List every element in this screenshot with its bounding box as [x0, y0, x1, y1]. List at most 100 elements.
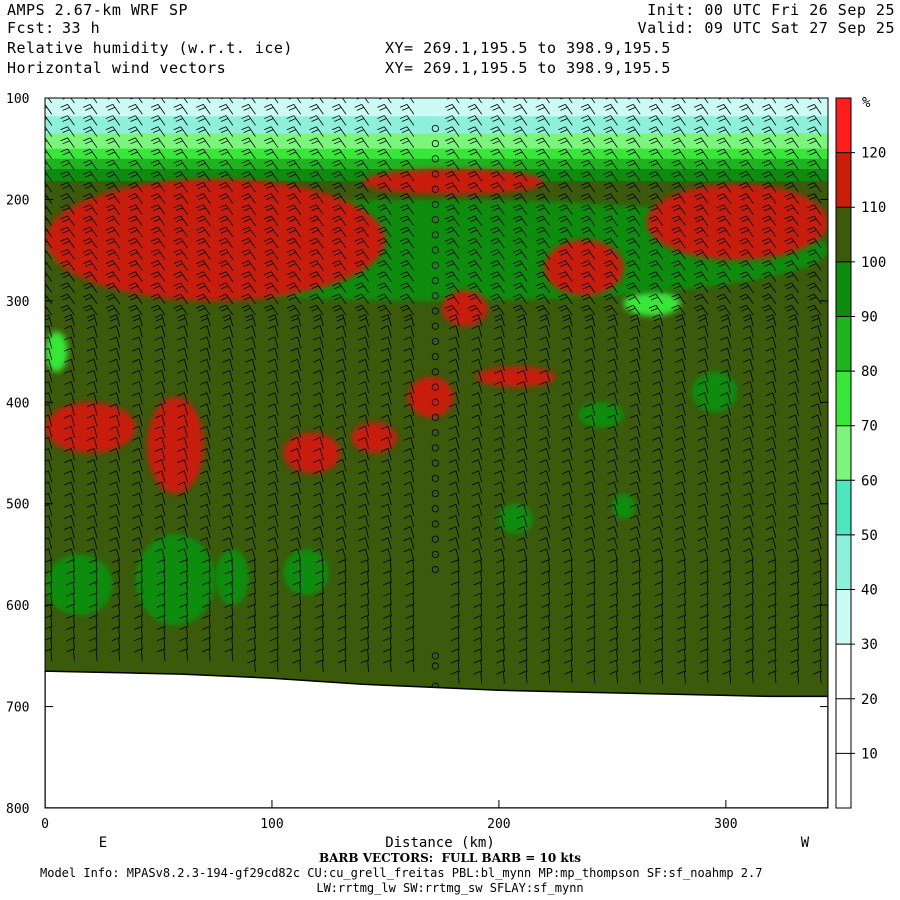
wind-barb-428 — [222, 314, 234, 327]
wind-barb-879 — [445, 137, 460, 148]
rh-dry-region-4 — [45, 554, 114, 616]
wind-barb-213 — [128, 193, 143, 204]
wind-barb-855 — [403, 448, 415, 461]
wind-barb-1063 — [516, 414, 528, 427]
rh-dry-region-9 — [612, 493, 636, 519]
wind-barb-1297 — [609, 659, 618, 673]
wind-barb-1188 — [564, 626, 573, 639]
wind-barb-1607 — [745, 570, 754, 583]
wind-barb-712 — [337, 592, 347, 606]
wind-barb-1117 — [539, 425, 551, 438]
wind-barb-11 — [45, 215, 53, 227]
wind-barb-347 — [177, 548, 188, 561]
wind-barb-1710 — [788, 537, 799, 550]
wind-barb-496 — [245, 503, 256, 516]
wind-barb-345 — [177, 526, 188, 539]
colorbar-label-90: 90 — [861, 309, 878, 325]
wind-barb-767 — [360, 626, 370, 639]
wind-barb-930 — [467, 115, 483, 126]
wind-barb-404 — [202, 615, 211, 628]
wind-barb-1412 — [671, 170, 686, 182]
wind-barb-1571 — [739, 170, 754, 182]
colorbar-swatch-2 — [836, 644, 851, 699]
colorbar-swatch-10 — [836, 207, 851, 262]
wind-barb-789 — [377, 293, 392, 305]
calm-wind-circle — [431, 489, 439, 498]
wind-barb-569 — [286, 159, 302, 171]
wind-barb-1366 — [648, 249, 664, 260]
wind-barb-1691 — [788, 325, 799, 338]
wind-barb-1396 — [654, 581, 664, 595]
wind-barb-327 — [177, 325, 188, 338]
wind-barb-905 — [448, 425, 460, 438]
wind-barb-1191 — [564, 659, 573, 673]
wind-barb-1415 — [671, 204, 686, 215]
wind-barb-1390 — [652, 515, 664, 528]
wind-barb-1179 — [562, 526, 573, 539]
wind-barb-593 — [290, 425, 302, 438]
wind-barb-516 — [264, 148, 279, 160]
wind-barb-1473 — [694, 260, 709, 271]
wind-barb-1323 — [629, 358, 641, 371]
wind-barb-1730 — [807, 170, 822, 182]
wind-barb-1177 — [562, 503, 573, 516]
wind-barb-390 — [199, 459, 211, 472]
wind-barb-1205 — [580, 226, 596, 238]
wind-barb-137 — [86, 481, 98, 494]
wind-barb-1043 — [512, 193, 528, 204]
wind-barb-98 — [66, 615, 75, 628]
wind-barb-206 — [128, 115, 143, 126]
wind-barb-1073 — [516, 526, 528, 539]
wind-barb-1241 — [586, 626, 596, 639]
wind-barb-925 — [450, 648, 460, 661]
wind-barb-711 — [337, 581, 347, 595]
wind-barb-1151 — [558, 215, 573, 227]
calm-wind-circle — [431, 368, 439, 376]
wind-barb-1456 — [677, 659, 686, 673]
wind-barb-1525 — [716, 249, 732, 260]
wind-barb-591 — [290, 403, 302, 416]
wind-barb-1033 — [496, 670, 505, 684]
wind-barb-1211 — [580, 293, 596, 305]
wind-barb-839 — [399, 271, 415, 282]
wind-barb-84 — [64, 459, 75, 472]
wind-barb-73 — [64, 336, 75, 349]
wind-barb-1616 — [745, 670, 754, 684]
wind-barb-273 — [150, 293, 166, 305]
wind-barb-1455 — [677, 648, 686, 661]
wind-barb-151 — [88, 637, 98, 650]
wind-barb-1463 — [694, 148, 709, 160]
calm-wind-circle — [431, 292, 439, 300]
wind-barb-53 — [60, 115, 75, 126]
calm-wind-circle — [431, 276, 439, 285]
wind-barb-1049 — [512, 260, 528, 271]
wind-barb-860 — [403, 503, 415, 516]
wind-barb-316 — [173, 204, 188, 215]
wind-barb-1453 — [677, 626, 686, 639]
wind-barb-566 — [286, 126, 302, 137]
wind-barb-669 — [331, 115, 347, 126]
wind-barb-455 — [224, 615, 234, 628]
wind-barb-495 — [245, 492, 256, 505]
wind-barb-1308 — [626, 193, 641, 204]
wind-barb-152 — [88, 648, 98, 661]
wind-barb-1664 — [767, 615, 777, 628]
wind-barb-1086 — [518, 670, 528, 684]
wind-barb-806 — [380, 481, 392, 494]
wind-barb-1573 — [739, 193, 754, 204]
wind-barb-764 — [360, 592, 370, 606]
wind-barb-148 — [88, 603, 98, 617]
wind-barb-1378 — [652, 381, 664, 394]
wind-barb-811 — [380, 537, 392, 550]
wind-barb-1292 — [609, 603, 618, 617]
wind-barb-821 — [383, 648, 392, 661]
wind-barb-816 — [383, 592, 392, 606]
wind-barb-597 — [290, 470, 302, 483]
wind-barb-340 — [177, 470, 188, 483]
wind-barb-1480 — [697, 336, 709, 349]
wind-barb-559 — [269, 626, 279, 639]
wind-barb-1641 — [765, 358, 777, 371]
wind-barb-1772 — [812, 637, 822, 650]
wind-barb-287 — [154, 448, 166, 461]
colorbar-label-30: 30 — [861, 637, 878, 653]
